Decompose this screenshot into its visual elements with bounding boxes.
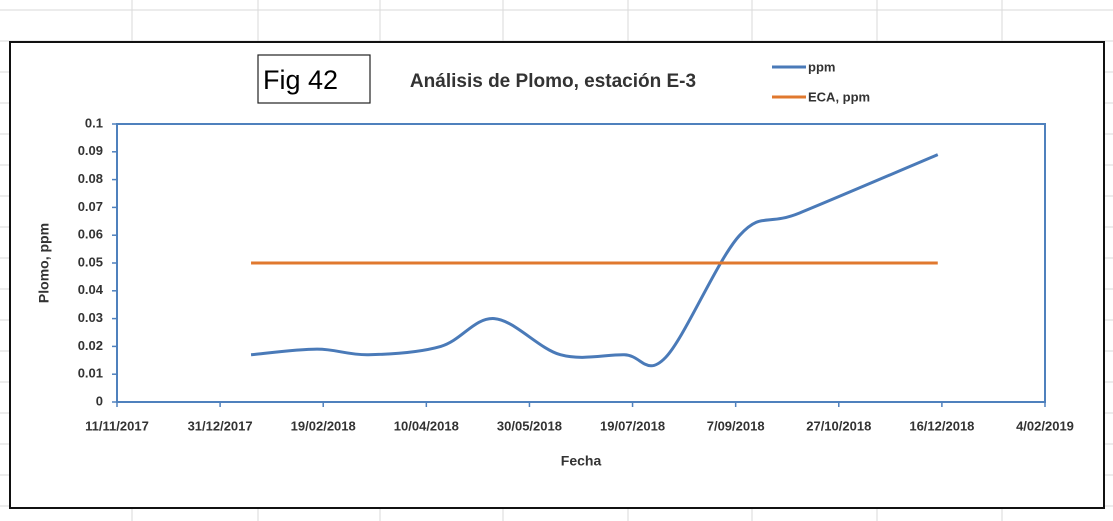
x-tick-label: 19/07/2018 [600, 418, 665, 433]
annotation: Fig 42 [263, 65, 338, 95]
y-tick-label: 0.04 [78, 282, 104, 297]
y-tick-label: 0.06 [78, 227, 103, 242]
x-tick-label: 19/02/2018 [291, 418, 356, 433]
x-tick-label: 10/04/2018 [394, 418, 459, 433]
y-tick-label: 0.02 [78, 338, 103, 353]
x-axis-label: Fecha [561, 453, 602, 469]
y-tick-label: 0.03 [78, 310, 103, 325]
y-tick-label: 0.08 [78, 171, 103, 186]
y-tick-label: 0.07 [78, 199, 103, 214]
chart-frame [9, 41, 1105, 509]
data-line [250, 153, 939, 368]
y-axis-label: Plomo, ppm [36, 223, 52, 303]
x-tick-label: 31/12/2017 [188, 418, 253, 433]
y-tick-label: 0 [96, 393, 103, 408]
x-tick-label: 16/12/2018 [909, 418, 974, 433]
legend-label: ECA, ppm [808, 89, 870, 104]
y-tick-label: 0.05 [78, 254, 103, 269]
x-tick-label: 30/05/2018 [497, 418, 562, 433]
y-tick-label: 0.01 [78, 366, 103, 381]
annotation-box [257, 54, 371, 104]
x-tick-label: 7/09/2018 [707, 418, 765, 433]
y-tick-label: 0.09 [78, 143, 103, 158]
x-tick-label: 27/10/2018 [806, 418, 871, 433]
x-tick-label: 4/02/2019 [1016, 418, 1074, 433]
chart-title: Análisis de Plomo, estación E-3 [410, 71, 696, 92]
legend-label: ppm [808, 59, 835, 74]
x-tick-label: 11/11/2017 [85, 418, 149, 433]
y-tick-label: 0.1 [85, 115, 103, 130]
